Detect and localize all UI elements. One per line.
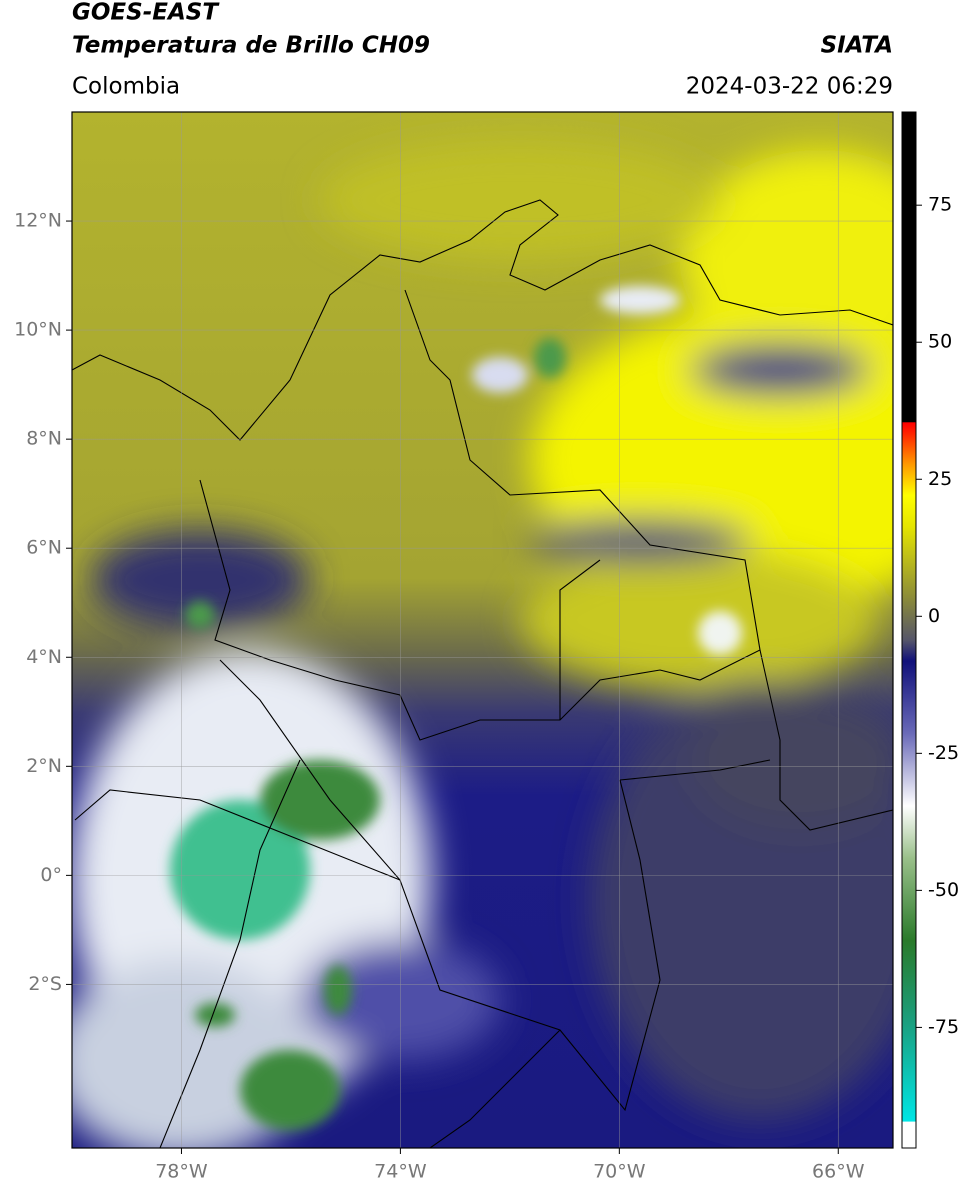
colorbar-tick-label: 25 xyxy=(928,468,952,490)
y-tick-label: 0° xyxy=(40,864,62,886)
y-tick-label: 12°N xyxy=(14,210,62,232)
colorbar-tick-label: 75 xyxy=(928,194,952,216)
y-tick-label: 10°N xyxy=(14,319,62,341)
satellite-image xyxy=(72,112,893,1148)
subtitle: Temperatura de Brillo CH09 xyxy=(72,33,430,59)
map-frame xyxy=(71,111,894,1149)
region: Colombia xyxy=(72,74,180,100)
source: SIATA xyxy=(821,33,893,59)
x-tick-label: 66°W xyxy=(812,1161,865,1183)
y-tick-label: 2°S xyxy=(28,973,62,995)
datetime: 2024-03-22 06:29 xyxy=(686,74,893,100)
x-tick-label: 74°W xyxy=(374,1161,427,1183)
y-tick-label: 6°N xyxy=(26,537,62,559)
colorbar xyxy=(901,111,917,1149)
colorbar-tick-label: 0 xyxy=(928,605,940,627)
colorbar-tick-label: 50 xyxy=(928,331,952,353)
colorbar-tick-label: -75 xyxy=(928,1016,959,1038)
colorbar-tick-label: -25 xyxy=(928,742,959,764)
x-tick-label: 70°W xyxy=(593,1161,646,1183)
y-tick-label: 8°N xyxy=(26,428,62,450)
x-tick-label: 78°W xyxy=(155,1161,208,1183)
colorbar-tick-label: -50 xyxy=(928,879,959,901)
title: GOES-EAST xyxy=(72,0,220,26)
y-tick-label: 2°N xyxy=(26,755,62,777)
y-tick-label: 4°N xyxy=(26,646,62,668)
